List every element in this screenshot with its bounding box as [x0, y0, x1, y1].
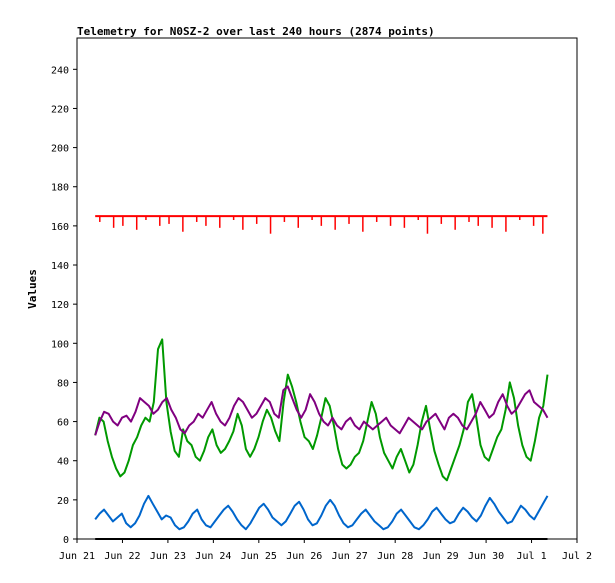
series-layer [94, 215, 549, 540]
y-tick-label: 80 [57, 378, 69, 389]
x-tick-label: Jul 2 [562, 551, 592, 562]
series-0-line [95, 215, 548, 234]
y-tick-label: 60 [57, 418, 69, 429]
x-tick-label: Jun 21 [59, 551, 95, 562]
x-tick-label: Jun 22 [104, 551, 140, 562]
y-tick-label: 20 [57, 496, 69, 507]
y-tick-label: 100 [51, 339, 69, 350]
x-axis: Jun 21 Jun 22 Jun 23 Jun 24 Jun 25 Jun 26 Jun … [59, 539, 592, 562]
y-tick-label: 120 [51, 300, 69, 311]
y-tick-label: 0 [63, 535, 69, 546]
y-tick-label: 40 [57, 457, 69, 468]
x-tick-label: Jun 30 [468, 551, 504, 562]
series-1-line [94, 338, 549, 482]
x-tick-label: Jul 1 [516, 551, 546, 562]
x-tick-label: Jun 24 [195, 551, 231, 562]
y-tick-label: 220 [51, 104, 69, 115]
series-2-line [94, 385, 549, 436]
x-tick-label: Jun 27 [332, 551, 368, 562]
y-tick-label: 140 [51, 261, 69, 272]
x-tick-label: Jun 25 [241, 551, 277, 562]
y-tick-label: 240 [51, 65, 69, 76]
x-tick-label: Jun 26 [286, 551, 322, 562]
y-axis: 0 20 40 60 80 100 120 140 160 180 200 220 240 [51, 65, 77, 546]
y-tick-label: 180 [51, 183, 69, 194]
plot-frame [76, 37, 578, 540]
x-tick-label: Jun 29 [423, 551, 459, 562]
y-tick-label: 200 [51, 144, 69, 155]
y-axis-label: Values [26, 269, 39, 309]
chart-title: Telemetry for N0SZ-2 over last 240 hours… [77, 25, 435, 38]
x-tick-label: Jun 23 [150, 551, 186, 562]
series-3-line [94, 494, 549, 531]
y-tick-label: 160 [51, 222, 69, 233]
x-tick-label: Jun 28 [377, 551, 413, 562]
